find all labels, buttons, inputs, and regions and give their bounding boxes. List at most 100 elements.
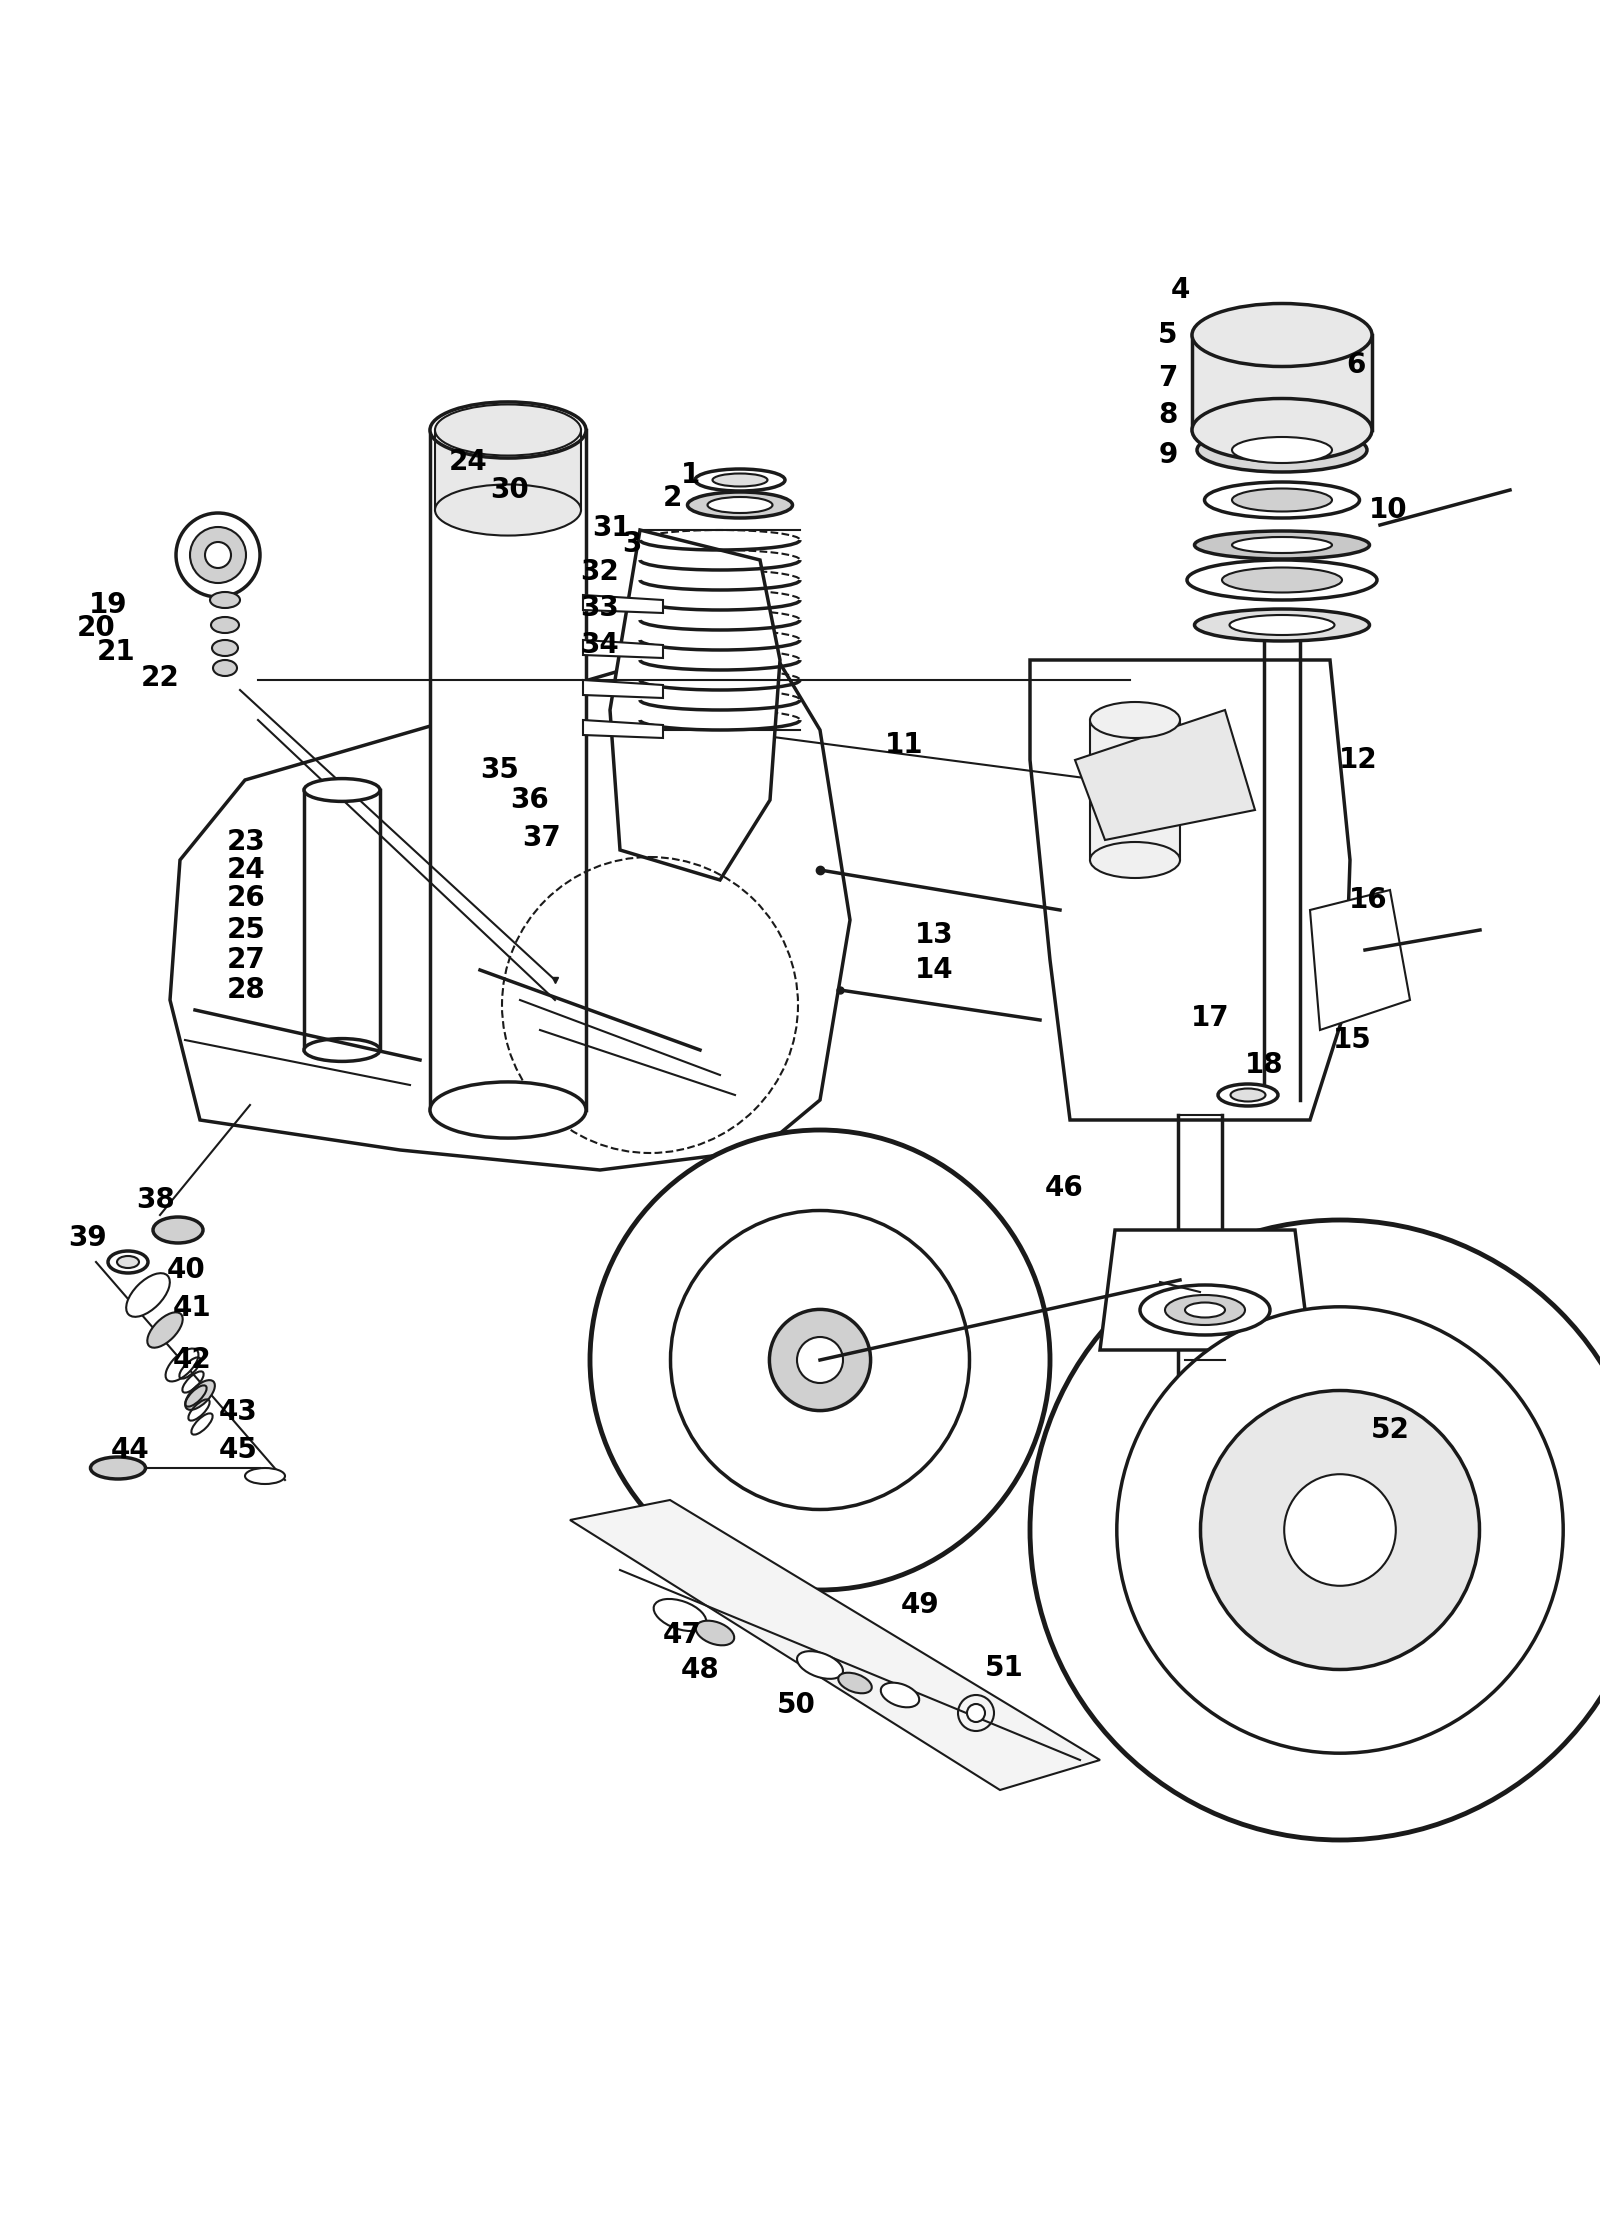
Text: 4: 4	[1170, 275, 1190, 304]
Ellipse shape	[211, 617, 238, 633]
Circle shape	[205, 542, 230, 569]
Text: 13: 13	[915, 922, 954, 948]
Text: 48: 48	[680, 1657, 720, 1684]
Text: 2: 2	[662, 484, 682, 513]
Text: 11: 11	[885, 731, 923, 760]
Polygon shape	[610, 531, 781, 880]
Ellipse shape	[430, 402, 586, 458]
Ellipse shape	[435, 404, 581, 455]
Polygon shape	[1075, 711, 1254, 840]
Text: 30: 30	[491, 475, 530, 504]
Text: 10: 10	[1368, 495, 1408, 524]
Text: 40: 40	[166, 1257, 205, 1284]
Text: 5: 5	[1158, 322, 1178, 349]
Ellipse shape	[797, 1650, 843, 1679]
Text: 6: 6	[1346, 351, 1366, 380]
Polygon shape	[435, 431, 581, 511]
Ellipse shape	[304, 780, 381, 802]
Circle shape	[590, 1130, 1050, 1590]
Circle shape	[770, 1310, 870, 1410]
Polygon shape	[170, 631, 850, 1170]
Circle shape	[670, 1210, 970, 1510]
Ellipse shape	[211, 640, 238, 655]
Ellipse shape	[165, 1348, 198, 1381]
Text: 32: 32	[581, 557, 619, 586]
Text: 25: 25	[227, 915, 266, 944]
Text: 52: 52	[1371, 1417, 1410, 1444]
Ellipse shape	[707, 498, 773, 513]
Text: 44: 44	[110, 1437, 149, 1464]
Ellipse shape	[91, 1457, 146, 1479]
Polygon shape	[582, 640, 662, 657]
Circle shape	[1117, 1306, 1563, 1752]
Ellipse shape	[126, 1273, 170, 1317]
Text: 21: 21	[96, 637, 136, 666]
Ellipse shape	[1232, 489, 1331, 511]
Polygon shape	[1101, 1230, 1310, 1350]
Ellipse shape	[1197, 429, 1366, 473]
Ellipse shape	[1192, 398, 1373, 462]
Ellipse shape	[1195, 531, 1370, 560]
Circle shape	[1285, 1475, 1395, 1586]
Text: 15: 15	[1333, 1026, 1371, 1055]
Text: 45: 45	[219, 1437, 258, 1464]
Ellipse shape	[688, 493, 792, 517]
Ellipse shape	[1195, 609, 1370, 642]
Polygon shape	[570, 1499, 1101, 1790]
Text: 28: 28	[227, 975, 266, 1004]
Text: 35: 35	[480, 755, 520, 784]
Text: 12: 12	[1339, 746, 1378, 773]
Ellipse shape	[1139, 1286, 1270, 1335]
Text: 3: 3	[622, 531, 642, 557]
Text: 24: 24	[227, 855, 266, 884]
Ellipse shape	[304, 1039, 381, 1062]
Text: 20: 20	[77, 613, 115, 642]
Circle shape	[1030, 1219, 1600, 1839]
Ellipse shape	[1165, 1295, 1245, 1326]
Text: 34: 34	[581, 631, 619, 660]
Text: 17: 17	[1190, 1004, 1229, 1033]
Ellipse shape	[694, 469, 786, 491]
Ellipse shape	[712, 473, 768, 486]
Text: 27: 27	[227, 946, 266, 975]
Polygon shape	[582, 680, 662, 697]
Ellipse shape	[654, 1599, 706, 1630]
Polygon shape	[582, 595, 662, 613]
Ellipse shape	[838, 1672, 872, 1692]
Ellipse shape	[186, 1379, 214, 1410]
Text: 38: 38	[136, 1186, 176, 1215]
Circle shape	[797, 1337, 843, 1384]
Text: 22: 22	[141, 664, 179, 693]
Ellipse shape	[1187, 560, 1378, 600]
Text: 39: 39	[69, 1224, 107, 1253]
Text: 8: 8	[1158, 402, 1178, 429]
Ellipse shape	[210, 593, 240, 609]
Ellipse shape	[1090, 702, 1181, 737]
Ellipse shape	[117, 1257, 139, 1268]
Ellipse shape	[213, 660, 237, 675]
Ellipse shape	[1230, 1088, 1266, 1102]
Circle shape	[1200, 1390, 1480, 1670]
Text: 37: 37	[523, 824, 562, 853]
Polygon shape	[1030, 660, 1350, 1119]
Ellipse shape	[1229, 615, 1334, 635]
Polygon shape	[1192, 335, 1373, 431]
Ellipse shape	[1218, 1084, 1278, 1106]
Text: 51: 51	[984, 1655, 1024, 1681]
Ellipse shape	[109, 1250, 147, 1273]
Ellipse shape	[880, 1684, 920, 1708]
Text: 16: 16	[1349, 886, 1387, 915]
Circle shape	[176, 513, 259, 597]
Text: 23: 23	[227, 828, 266, 855]
Text: 24: 24	[448, 449, 488, 475]
Text: 7: 7	[1158, 364, 1178, 391]
Polygon shape	[430, 431, 586, 1110]
Ellipse shape	[1232, 537, 1331, 553]
Text: 31: 31	[592, 513, 632, 542]
Polygon shape	[1090, 720, 1181, 860]
Ellipse shape	[1186, 1302, 1226, 1317]
Text: 1: 1	[680, 462, 699, 489]
Text: 18: 18	[1245, 1051, 1283, 1079]
Ellipse shape	[154, 1217, 203, 1244]
Circle shape	[966, 1704, 986, 1721]
